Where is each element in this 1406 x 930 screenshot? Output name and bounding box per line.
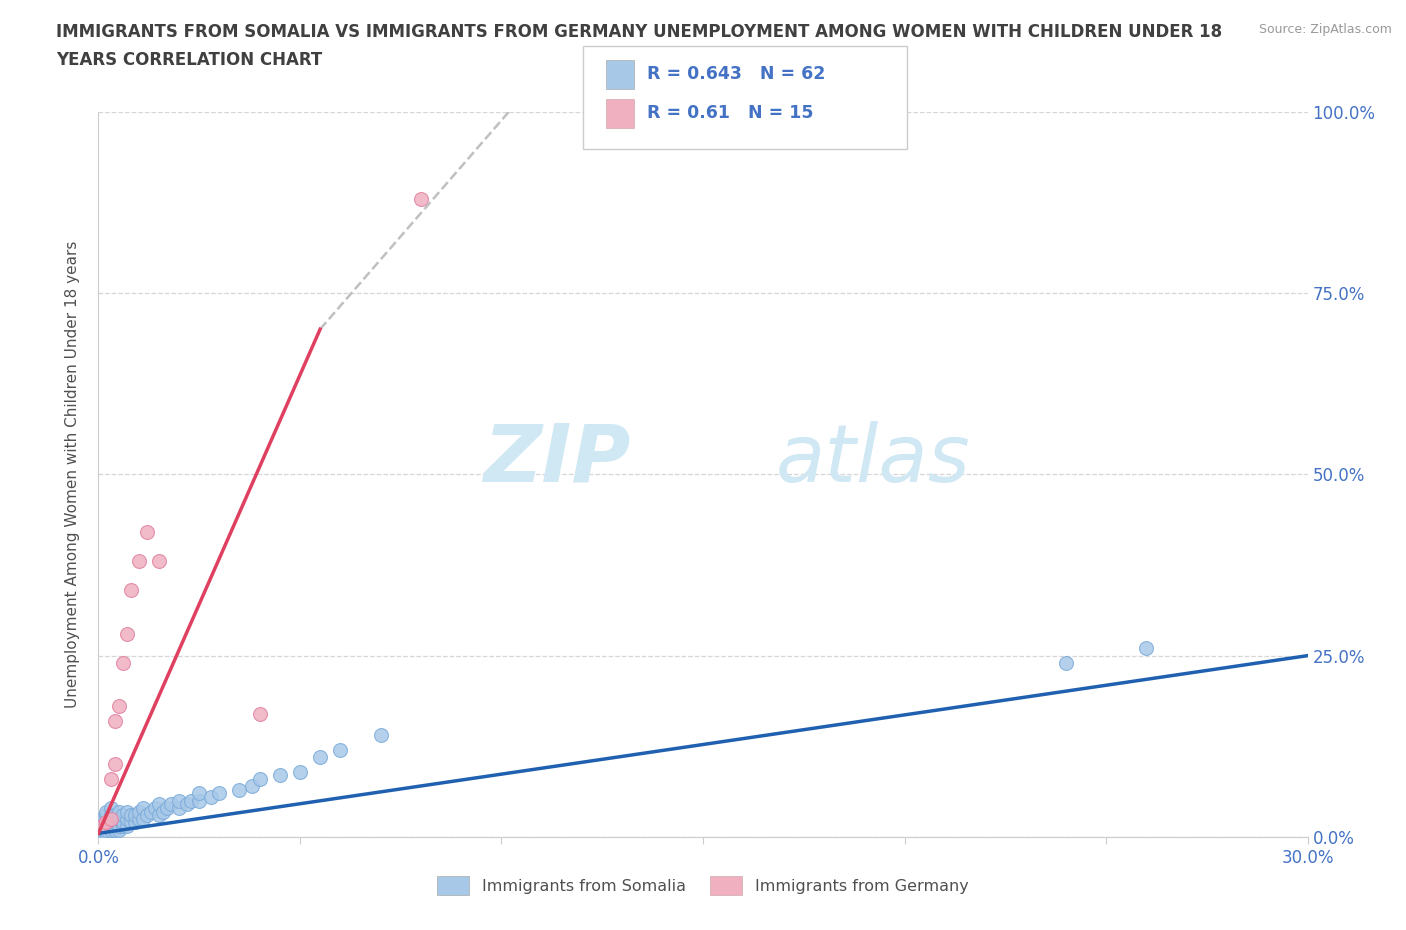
Point	[103, 757, 125, 772]
Point	[115, 627, 138, 642]
Point	[249, 772, 271, 787]
Text: atlas: atlas	[776, 420, 970, 498]
Point	[103, 811, 125, 827]
Point	[111, 818, 134, 833]
Point	[111, 808, 134, 823]
Point	[100, 822, 122, 837]
Point	[103, 815, 125, 830]
Point	[160, 797, 183, 812]
Point	[148, 554, 170, 569]
Point	[167, 801, 190, 816]
Point	[107, 822, 129, 837]
Point	[107, 811, 129, 827]
Point	[200, 790, 222, 804]
Point	[228, 782, 250, 797]
Point	[188, 786, 211, 801]
Point	[91, 822, 114, 837]
Point	[156, 801, 179, 816]
Point	[96, 804, 118, 819]
Point	[100, 811, 122, 827]
Point	[132, 811, 155, 827]
Point	[91, 818, 114, 833]
Point	[128, 811, 150, 827]
Point	[124, 815, 146, 830]
Point	[100, 815, 122, 830]
Point	[115, 804, 138, 819]
Point	[107, 699, 129, 714]
Point	[329, 742, 352, 757]
Point	[96, 808, 118, 823]
Text: IMMIGRANTS FROM SOMALIA VS IMMIGRANTS FROM GERMANY UNEMPLOYMENT AMONG WOMEN WITH: IMMIGRANTS FROM SOMALIA VS IMMIGRANTS FR…	[56, 23, 1222, 41]
Text: YEARS CORRELATION CHART: YEARS CORRELATION CHART	[56, 51, 322, 69]
Point	[1054, 656, 1077, 671]
Point	[148, 808, 170, 823]
Point	[96, 826, 118, 841]
Point	[128, 554, 150, 569]
Point	[100, 772, 122, 787]
Point	[100, 801, 122, 816]
Point	[143, 801, 166, 816]
Point	[120, 808, 142, 823]
Point	[91, 826, 114, 841]
Point	[91, 811, 114, 827]
Point	[132, 801, 155, 816]
Point	[120, 583, 142, 598]
Legend: Immigrants from Somalia, Immigrants from Germany: Immigrants from Somalia, Immigrants from…	[432, 870, 974, 901]
Point	[288, 764, 311, 779]
Point	[107, 804, 129, 819]
Point	[103, 808, 125, 823]
Point	[135, 808, 157, 823]
Point	[1135, 641, 1157, 656]
Text: ZIP: ZIP	[484, 420, 630, 498]
Point	[167, 793, 190, 808]
Point	[370, 728, 392, 743]
Point	[269, 768, 291, 783]
Point	[120, 815, 142, 830]
Point	[128, 804, 150, 819]
Text: Source: ZipAtlas.com: Source: ZipAtlas.com	[1258, 23, 1392, 36]
Point	[309, 750, 332, 764]
Point	[103, 822, 125, 837]
Point	[180, 793, 202, 808]
Point	[111, 815, 134, 830]
Point	[139, 804, 162, 819]
Y-axis label: Unemployment Among Women with Children Under 18 years: Unemployment Among Women with Children U…	[65, 241, 80, 708]
Point	[152, 804, 174, 819]
Point	[148, 797, 170, 812]
Point	[91, 818, 114, 833]
Point	[249, 706, 271, 721]
Point	[91, 815, 114, 830]
Point	[115, 818, 138, 833]
Point	[240, 778, 263, 793]
Point	[96, 815, 118, 830]
Point	[176, 797, 198, 812]
Point	[135, 525, 157, 539]
Point	[100, 808, 122, 823]
Text: R = 0.61   N = 15: R = 0.61 N = 15	[647, 104, 813, 123]
Point	[115, 811, 138, 827]
Point	[124, 808, 146, 823]
Point	[96, 815, 118, 830]
Point	[188, 793, 211, 808]
Text: R = 0.643   N = 62: R = 0.643 N = 62	[647, 65, 825, 84]
Point	[107, 818, 129, 833]
Point	[96, 822, 118, 837]
Point	[208, 786, 231, 801]
Point	[103, 713, 125, 728]
Point	[409, 192, 432, 206]
Point	[111, 656, 134, 671]
